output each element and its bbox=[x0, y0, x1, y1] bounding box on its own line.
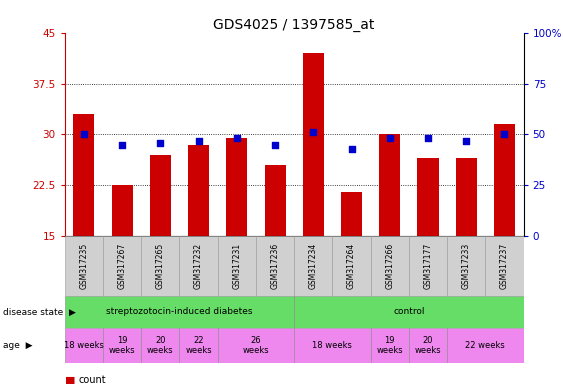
Text: GSM317237: GSM317237 bbox=[500, 243, 509, 289]
Bar bbox=[370, 328, 409, 363]
Text: GSM317177: GSM317177 bbox=[423, 243, 432, 289]
Text: GSM317233: GSM317233 bbox=[462, 243, 471, 289]
Bar bbox=[294, 236, 332, 296]
Bar bbox=[332, 236, 370, 296]
Bar bbox=[409, 328, 447, 363]
Bar bbox=[494, 124, 515, 236]
Text: GSM317264: GSM317264 bbox=[347, 243, 356, 289]
Bar bbox=[418, 158, 439, 236]
Bar bbox=[103, 236, 141, 296]
Bar bbox=[150, 155, 171, 236]
Point bbox=[118, 142, 127, 148]
Text: age  ▶: age ▶ bbox=[3, 341, 32, 350]
Point bbox=[462, 137, 471, 144]
Bar bbox=[379, 134, 400, 236]
Bar bbox=[65, 328, 103, 363]
Text: GSM317231: GSM317231 bbox=[233, 243, 242, 289]
Text: streptozotocin-induced diabetes: streptozotocin-induced diabetes bbox=[106, 308, 253, 316]
Point bbox=[271, 142, 280, 148]
Bar bbox=[180, 236, 218, 296]
Bar bbox=[485, 236, 524, 296]
Text: 18 weeks: 18 weeks bbox=[312, 341, 352, 350]
Text: GSM317265: GSM317265 bbox=[156, 243, 165, 289]
Text: GSM317266: GSM317266 bbox=[385, 243, 394, 289]
Text: GSM317235: GSM317235 bbox=[79, 243, 88, 289]
Text: 19
weeks: 19 weeks bbox=[109, 336, 136, 355]
Bar bbox=[256, 236, 294, 296]
Bar bbox=[294, 296, 524, 328]
Bar bbox=[341, 192, 362, 236]
Point bbox=[423, 136, 432, 142]
Text: 26
weeks: 26 weeks bbox=[243, 336, 269, 355]
Point bbox=[500, 131, 509, 137]
Point bbox=[156, 139, 165, 146]
Point bbox=[79, 131, 88, 137]
Bar bbox=[294, 328, 370, 363]
Bar bbox=[111, 185, 133, 236]
Bar bbox=[226, 138, 247, 236]
Point bbox=[385, 136, 394, 142]
Bar bbox=[141, 236, 180, 296]
Text: GSM317234: GSM317234 bbox=[309, 243, 318, 289]
Bar bbox=[65, 296, 294, 328]
Bar bbox=[303, 53, 324, 236]
Bar bbox=[180, 328, 218, 363]
Text: GSM317267: GSM317267 bbox=[118, 243, 127, 289]
Text: 19
weeks: 19 weeks bbox=[377, 336, 403, 355]
Bar bbox=[455, 158, 477, 236]
Text: control: control bbox=[393, 308, 425, 316]
Text: ■: ■ bbox=[65, 375, 75, 384]
Text: GSM317236: GSM317236 bbox=[271, 243, 280, 289]
Text: 20
weeks: 20 weeks bbox=[415, 336, 441, 355]
Bar bbox=[65, 236, 103, 296]
Text: disease state  ▶: disease state ▶ bbox=[3, 308, 75, 316]
Bar bbox=[188, 145, 209, 236]
Bar bbox=[73, 114, 95, 236]
Text: GSM317232: GSM317232 bbox=[194, 243, 203, 289]
Bar bbox=[141, 328, 180, 363]
Bar bbox=[218, 236, 256, 296]
Point bbox=[233, 136, 242, 142]
Point bbox=[309, 129, 318, 136]
Text: 20
weeks: 20 weeks bbox=[147, 336, 173, 355]
Text: 22 weeks: 22 weeks bbox=[466, 341, 505, 350]
Text: 18 weeks: 18 weeks bbox=[64, 341, 104, 350]
Bar bbox=[103, 328, 141, 363]
Point bbox=[347, 146, 356, 152]
Text: count: count bbox=[79, 375, 106, 384]
Text: 22
weeks: 22 weeks bbox=[185, 336, 212, 355]
Bar bbox=[447, 236, 485, 296]
Bar bbox=[218, 328, 294, 363]
Bar bbox=[265, 165, 285, 236]
Point bbox=[194, 137, 203, 144]
Bar bbox=[370, 236, 409, 296]
Bar bbox=[447, 328, 524, 363]
Title: GDS4025 / 1397585_at: GDS4025 / 1397585_at bbox=[213, 18, 375, 31]
Bar bbox=[409, 236, 447, 296]
